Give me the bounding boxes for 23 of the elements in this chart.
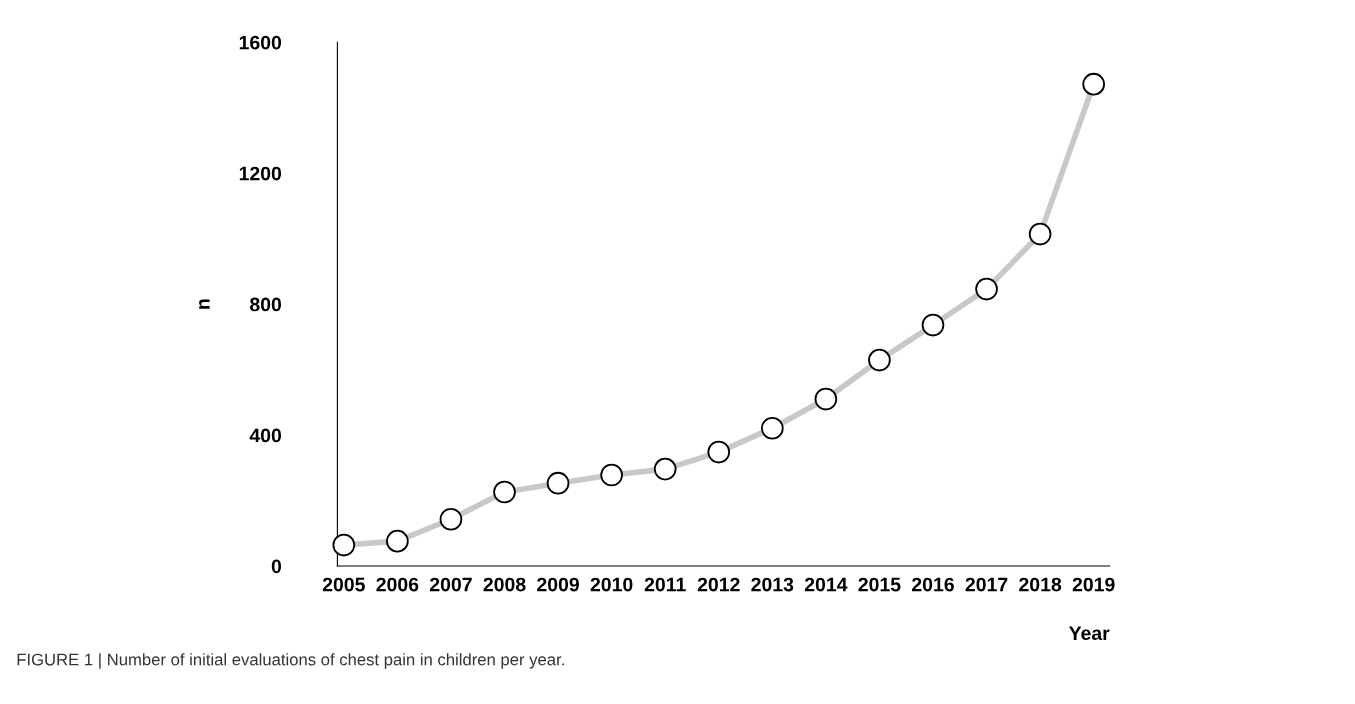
y-tick-label: 1200 bbox=[239, 166, 282, 181]
x-tick-label: 2018 bbox=[1019, 577, 1062, 592]
x-tick-label: 2013 bbox=[751, 577, 794, 592]
x-tick-label: 2014 bbox=[804, 577, 848, 592]
x-tick-label: 2011 bbox=[644, 577, 686, 592]
x-tick-label: 2015 bbox=[858, 577, 901, 592]
x-tick-label: 2008 bbox=[483, 577, 526, 592]
y-tick-label: 400 bbox=[249, 428, 282, 443]
x-tick-label: 2010 bbox=[590, 577, 633, 592]
caption: FIGURE 1 | Number of initial evaluations of chest pain in children per year. bbox=[17, 653, 564, 669]
x-tick-label: 2005 bbox=[322, 577, 365, 592]
x-tick-label: 2009 bbox=[537, 577, 579, 592]
x-tick-label: 2017 bbox=[965, 577, 1008, 592]
x-tick-label: 2007 bbox=[429, 577, 472, 592]
x-tick-label: 2006 bbox=[376, 577, 419, 592]
y-tick-label: 1600 bbox=[239, 35, 282, 50]
y-tick-label: 0 bbox=[271, 559, 282, 574]
x-tick-label: 2012 bbox=[697, 577, 740, 592]
x-tick-label: 2019 bbox=[1072, 577, 1115, 592]
x-axis-title: Year bbox=[1068, 626, 1110, 641]
y-axis-title: n bbox=[199, 299, 210, 309]
y-tick-label: 800 bbox=[250, 297, 282, 312]
x-tick-label: 2016 bbox=[912, 577, 954, 592]
